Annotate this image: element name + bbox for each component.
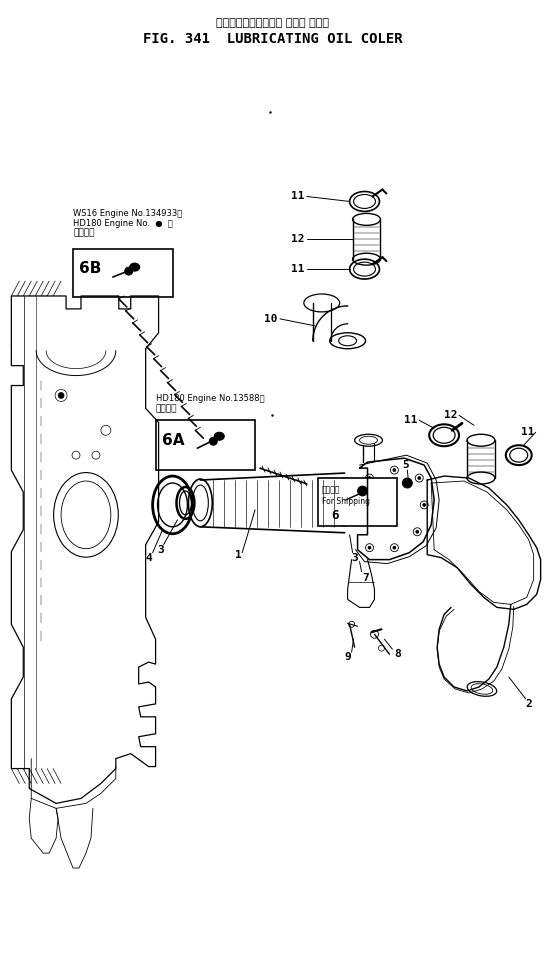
- Text: 5: 5: [402, 460, 409, 470]
- Text: 11: 11: [292, 264, 305, 274]
- Ellipse shape: [214, 432, 224, 440]
- Text: HD180 Engine No.  ●  ～: HD180 Engine No. ● ～: [73, 219, 173, 228]
- Circle shape: [358, 486, 367, 496]
- Text: 装備部品: 装備部品: [322, 485, 340, 495]
- Text: ルーブリケーティング オイル クーラ: ルーブリケーティング オイル クーラ: [217, 19, 329, 28]
- Text: 1: 1: [235, 549, 241, 560]
- Circle shape: [368, 546, 371, 549]
- Text: 8: 8: [394, 649, 401, 659]
- Text: 3: 3: [351, 552, 358, 563]
- Circle shape: [393, 468, 396, 471]
- Text: 12: 12: [292, 235, 305, 244]
- Text: 10: 10: [264, 314, 278, 324]
- Circle shape: [368, 476, 371, 479]
- Text: 6B: 6B: [79, 261, 102, 276]
- Text: 6A: 6A: [162, 432, 184, 448]
- Text: 適用号機: 適用号機: [73, 229, 94, 238]
- Circle shape: [58, 393, 64, 398]
- Text: 7: 7: [363, 573, 369, 582]
- Text: FIG. 341  LUBRICATING OIL COLER: FIG. 341 LUBRICATING OIL COLER: [143, 32, 403, 47]
- Circle shape: [209, 437, 217, 445]
- Circle shape: [393, 546, 396, 549]
- Bar: [318, 478, 397, 526]
- Text: HD180 Engine No.13588～: HD180 Engine No.13588～: [156, 393, 264, 403]
- Text: 12: 12: [443, 410, 457, 421]
- Circle shape: [402, 478, 412, 488]
- Bar: [73, 249, 173, 297]
- Circle shape: [416, 530, 419, 533]
- Ellipse shape: [130, 263, 140, 271]
- Text: 11: 11: [403, 415, 417, 426]
- Text: 11: 11: [292, 192, 305, 202]
- Circle shape: [418, 476, 421, 479]
- Text: 2: 2: [525, 699, 532, 709]
- Circle shape: [124, 267, 133, 275]
- Text: 11: 11: [521, 428, 535, 437]
- Text: 4: 4: [145, 552, 152, 563]
- Text: 9: 9: [344, 653, 351, 662]
- Text: For Shipping: For Shipping: [322, 498, 370, 506]
- Circle shape: [423, 504, 426, 506]
- Text: 適用号機: 適用号機: [156, 404, 177, 413]
- Text: WS16 Engine No.134933～: WS16 Engine No.134933～: [73, 208, 182, 218]
- Text: 3: 3: [157, 544, 164, 554]
- Bar: [156, 421, 255, 470]
- Text: 6: 6: [332, 508, 339, 522]
